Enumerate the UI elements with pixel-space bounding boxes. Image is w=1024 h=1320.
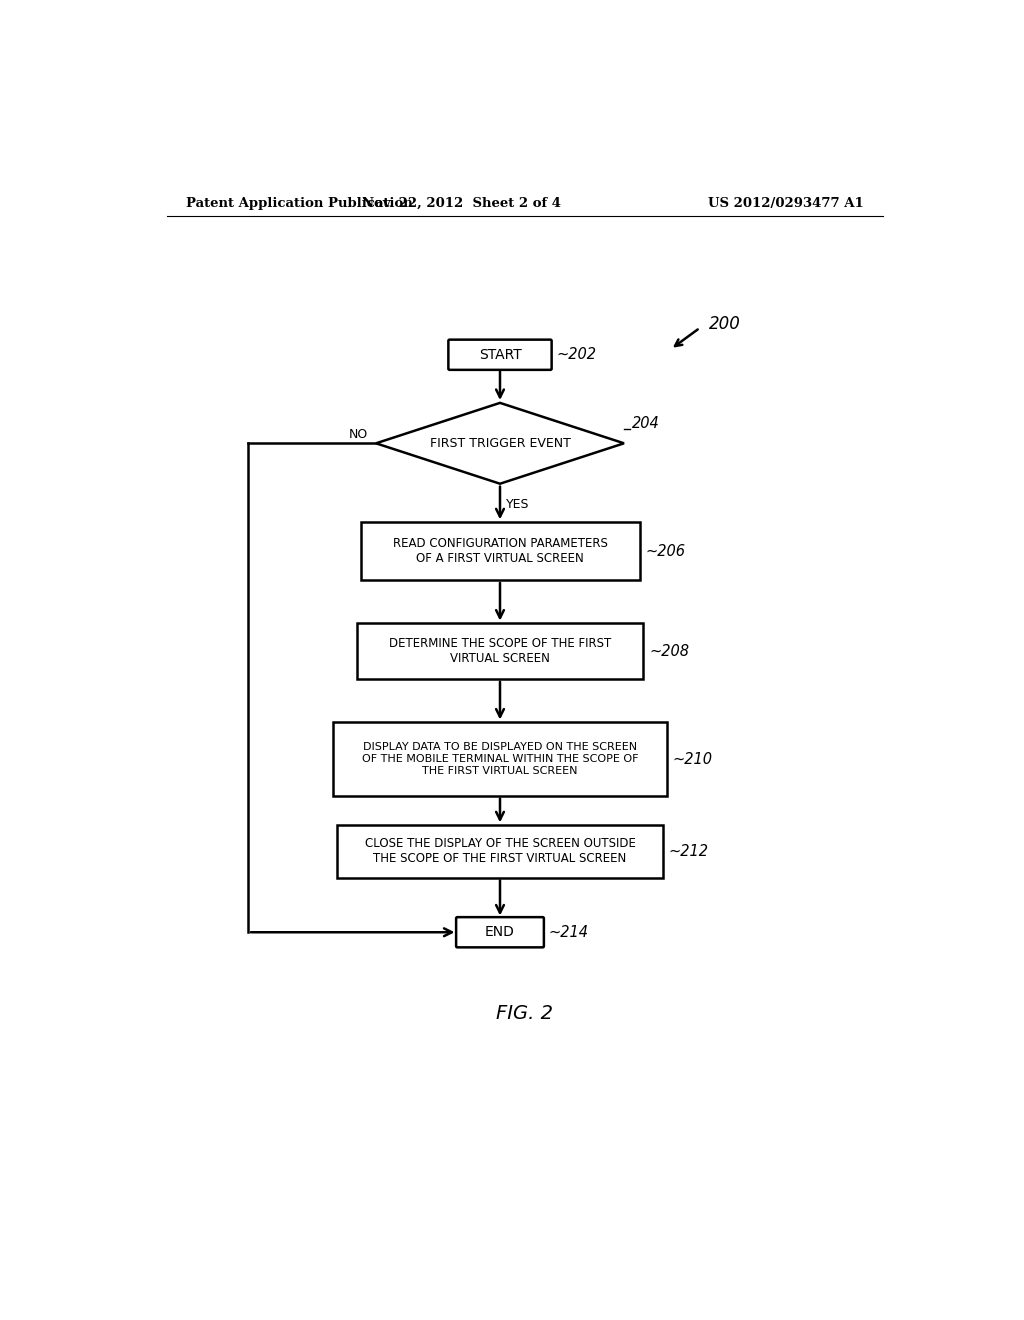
Text: END: END	[485, 925, 515, 940]
Bar	[360, 523, 640, 579]
Text: ~210: ~210	[673, 751, 713, 767]
Text: READ CONFIGURATION PARAMETERS
OF A FIRST VIRTUAL SCREEN: READ CONFIGURATION PARAMETERS OF A FIRST…	[392, 537, 607, 565]
Text: ~208: ~208	[649, 644, 689, 659]
Text: DISPLAY DATA TO BE DISPLAYED ON THE SCREEN
OF THE MOBILE TERMINAL WITHIN THE SCO: DISPLAY DATA TO BE DISPLAYED ON THE SCRE…	[361, 742, 638, 776]
Text: US 2012/0293477 A1: US 2012/0293477 A1	[709, 197, 864, 210]
Text: Patent Application Publication: Patent Application Publication	[186, 197, 413, 210]
Polygon shape	[376, 403, 624, 483]
Text: NO: NO	[349, 428, 369, 441]
Text: FIG. 2: FIG. 2	[497, 1003, 553, 1023]
Text: CLOSE THE DISPLAY OF THE SCREEN OUTSIDE
THE SCOPE OF THE FIRST VIRTUAL SCREEN: CLOSE THE DISPLAY OF THE SCREEN OUTSIDE …	[365, 837, 636, 866]
Bar	[356, 623, 643, 678]
FancyBboxPatch shape	[456, 917, 544, 948]
Text: ~214: ~214	[549, 925, 589, 940]
Text: ~212: ~212	[669, 843, 709, 859]
Text: 204: 204	[632, 416, 659, 430]
Bar	[334, 722, 667, 796]
Text: FIRST TRIGGER EVENT: FIRST TRIGGER EVENT	[429, 437, 570, 450]
Text: START: START	[478, 347, 521, 362]
Text: ~202: ~202	[557, 347, 597, 362]
Bar	[337, 825, 663, 878]
Text: DETERMINE THE SCOPE OF THE FIRST
VIRTUAL SCREEN: DETERMINE THE SCOPE OF THE FIRST VIRTUAL…	[389, 638, 611, 665]
Text: 200: 200	[710, 315, 741, 333]
Text: Nov. 22, 2012  Sheet 2 of 4: Nov. 22, 2012 Sheet 2 of 4	[361, 197, 561, 210]
Text: ~206: ~206	[646, 544, 686, 558]
Text: YES: YES	[506, 498, 529, 511]
FancyBboxPatch shape	[449, 339, 552, 370]
